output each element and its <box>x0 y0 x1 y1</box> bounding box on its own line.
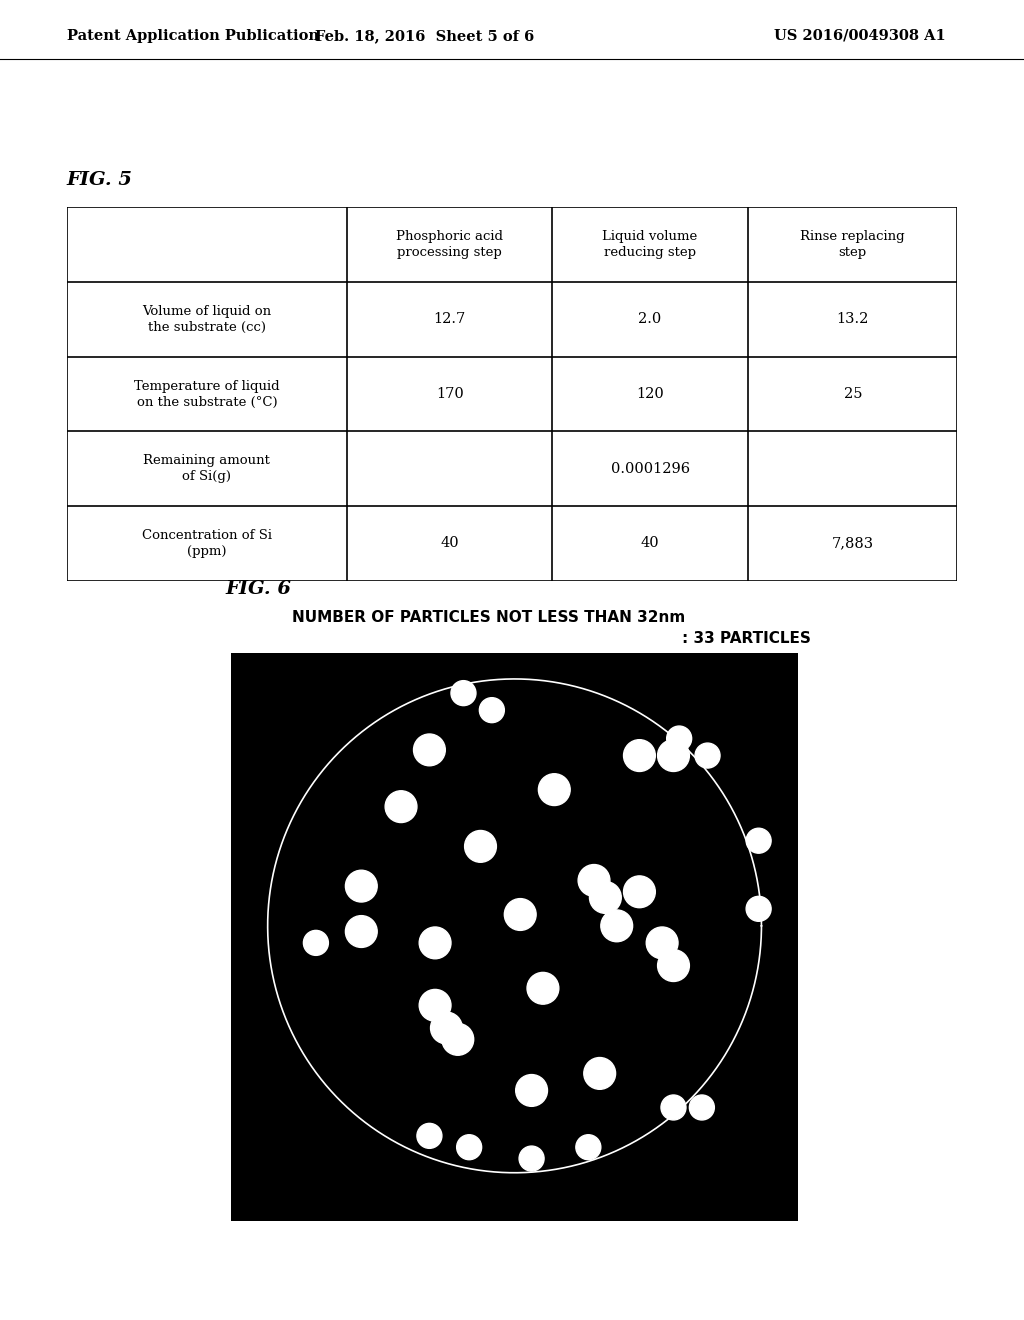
Text: 40: 40 <box>641 536 659 550</box>
Text: NUMBER OF PARTICLES NOT LESS THAN 32nm: NUMBER OF PARTICLES NOT LESS THAN 32nm <box>292 610 685 624</box>
Text: FIG. 6: FIG. 6 <box>225 581 291 598</box>
Circle shape <box>624 876 655 908</box>
Circle shape <box>657 739 689 771</box>
Text: : 33 PARTICLES: : 33 PARTICLES <box>682 631 811 645</box>
Circle shape <box>414 734 445 766</box>
Circle shape <box>662 1096 686 1119</box>
Circle shape <box>457 1135 481 1160</box>
Text: 2.0: 2.0 <box>638 313 662 326</box>
Circle shape <box>584 1057 615 1089</box>
Text: 120: 120 <box>636 387 664 401</box>
Text: 13.2: 13.2 <box>837 313 869 326</box>
Circle shape <box>527 973 559 1005</box>
Text: Feb. 18, 2016  Sheet 5 of 6: Feb. 18, 2016 Sheet 5 of 6 <box>315 29 535 42</box>
Circle shape <box>430 1012 463 1044</box>
Circle shape <box>746 896 771 921</box>
Circle shape <box>465 830 497 862</box>
Circle shape <box>575 1135 601 1160</box>
Circle shape <box>590 882 622 913</box>
Text: Rinse replacing
step: Rinse replacing step <box>801 230 905 259</box>
Text: 170: 170 <box>436 387 464 401</box>
Circle shape <box>746 828 771 853</box>
Text: 7,883: 7,883 <box>831 536 873 550</box>
Text: Volume of liquid on
the substrate (cc): Volume of liquid on the substrate (cc) <box>142 305 271 334</box>
Text: Temperature of liquid
on the substrate (°C): Temperature of liquid on the substrate (… <box>134 380 280 408</box>
Circle shape <box>624 739 655 771</box>
Text: Remaining amount
of Si(g): Remaining amount of Si(g) <box>143 454 270 483</box>
Text: 12.7: 12.7 <box>433 313 466 326</box>
Circle shape <box>667 726 691 751</box>
Text: FIG. 5: FIG. 5 <box>67 170 132 189</box>
Circle shape <box>579 865 610 896</box>
Text: US 2016/0049308 A1: US 2016/0049308 A1 <box>774 29 946 42</box>
Circle shape <box>417 1123 442 1148</box>
Circle shape <box>451 681 476 706</box>
Text: Liquid volume
reducing step: Liquid volume reducing step <box>602 230 697 259</box>
Text: Phosphoric acid
processing step: Phosphoric acid processing step <box>396 230 503 259</box>
Circle shape <box>419 927 451 958</box>
Circle shape <box>657 949 689 982</box>
Circle shape <box>519 1146 544 1171</box>
Circle shape <box>345 870 377 902</box>
Circle shape <box>539 774 570 805</box>
Text: 0.0001296: 0.0001296 <box>610 462 689 475</box>
Circle shape <box>505 899 537 931</box>
Circle shape <box>442 1023 474 1055</box>
Circle shape <box>689 1096 715 1119</box>
Circle shape <box>601 909 633 941</box>
Text: Concentration of Si
(ppm): Concentration of Si (ppm) <box>142 529 272 558</box>
Circle shape <box>479 698 505 722</box>
Text: Patent Application Publication: Patent Application Publication <box>67 29 318 42</box>
Circle shape <box>345 916 377 948</box>
Circle shape <box>646 927 678 958</box>
Circle shape <box>516 1074 548 1106</box>
Circle shape <box>695 743 720 768</box>
Circle shape <box>303 931 329 956</box>
Text: 40: 40 <box>440 536 459 550</box>
Circle shape <box>385 791 417 822</box>
Text: 25: 25 <box>844 387 862 401</box>
Circle shape <box>419 990 451 1022</box>
